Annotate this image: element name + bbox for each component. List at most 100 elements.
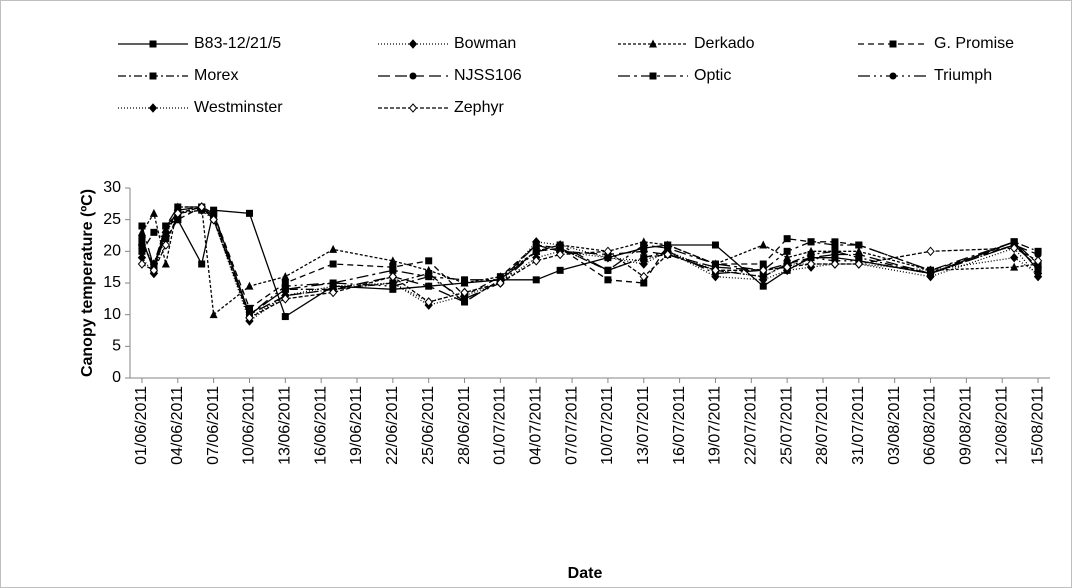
x-tick-label: 19/06/2011 xyxy=(348,386,365,465)
legend-marker xyxy=(409,72,417,80)
legend-label: NJSS106 xyxy=(454,67,522,84)
data-point xyxy=(1009,252,1019,263)
data-point xyxy=(245,281,254,290)
data-point xyxy=(162,235,170,243)
data-point xyxy=(782,262,792,272)
data-point xyxy=(663,249,672,260)
legend-marker xyxy=(649,72,657,80)
data-point xyxy=(245,209,253,217)
x-tick-label: 13/07/2011 xyxy=(635,386,652,465)
data-point xyxy=(1033,256,1043,266)
data-point xyxy=(329,260,337,268)
data-point xyxy=(603,252,613,263)
data-point xyxy=(425,273,433,281)
data-point xyxy=(1033,271,1043,282)
data-point xyxy=(759,260,767,268)
legend-label: Optic xyxy=(694,67,731,84)
data-point xyxy=(460,287,469,298)
y-tick-label: 0 xyxy=(112,369,121,386)
data-point xyxy=(389,266,397,274)
data-point xyxy=(807,254,815,262)
data-point xyxy=(496,278,505,288)
data-point xyxy=(711,265,720,276)
legend-label: G. Promise xyxy=(934,35,1014,52)
data-point xyxy=(388,278,398,288)
data-point xyxy=(137,259,147,269)
x-tick-label: 25/06/2011 xyxy=(420,386,437,465)
x-tick-label: 03/08/2011 xyxy=(886,386,903,465)
legend-label: Bowman xyxy=(454,35,516,52)
data-point xyxy=(281,313,289,321)
data-point xyxy=(1034,251,1042,258)
data-point xyxy=(783,253,792,262)
legend-marker xyxy=(149,40,157,48)
data-point xyxy=(806,259,816,269)
data-point xyxy=(711,271,720,282)
series-line xyxy=(141,206,1039,319)
data-point xyxy=(759,282,767,290)
legend-marker xyxy=(148,103,158,113)
data-point xyxy=(149,265,159,276)
x-tick-label: 28/07/2011 xyxy=(814,386,831,465)
data-point xyxy=(603,246,613,257)
data-point xyxy=(604,276,612,284)
data-point xyxy=(138,222,146,230)
legend-marker xyxy=(649,39,657,48)
y-tick-label: 5 xyxy=(112,338,121,355)
x-tick-label: 07/07/2011 xyxy=(563,386,580,465)
data-point xyxy=(555,249,565,260)
legend-label: Derkado xyxy=(694,35,755,52)
data-point xyxy=(532,237,541,247)
data-point xyxy=(281,294,290,304)
y-tick-label: 20 xyxy=(103,243,121,260)
x-tick-label: 19/07/2011 xyxy=(707,386,724,465)
legend-marker xyxy=(889,40,897,48)
data-point xyxy=(640,279,648,287)
data-point xyxy=(759,240,768,249)
data-point xyxy=(209,310,218,319)
data-point xyxy=(1009,243,1019,253)
x-tick-label: 28/06/2011 xyxy=(456,386,473,465)
legend-marker xyxy=(889,72,897,80)
data-point xyxy=(1034,263,1042,271)
x-tick-label: 04/07/2011 xyxy=(527,386,544,465)
data-point xyxy=(245,313,254,323)
data-point xyxy=(926,271,935,282)
data-point xyxy=(831,251,839,258)
series-line xyxy=(141,206,1039,316)
y-tick-label: 10 xyxy=(103,306,121,323)
data-point xyxy=(711,260,719,268)
data-point xyxy=(245,304,253,312)
data-point xyxy=(281,282,289,290)
legend-label: Triumph xyxy=(934,67,992,84)
data-point xyxy=(783,247,791,255)
data-point xyxy=(556,266,564,274)
data-point xyxy=(209,214,218,225)
series-line xyxy=(141,209,1039,323)
data-point xyxy=(532,256,541,266)
data-point xyxy=(807,238,815,246)
data-point xyxy=(854,259,863,269)
data-point xyxy=(461,276,469,284)
x-tick-label: 15/08/2011 xyxy=(1029,386,1046,465)
x-tick-label: 01/07/2011 xyxy=(492,386,509,465)
x-tick-label: 16/07/2011 xyxy=(671,386,688,465)
data-point xyxy=(281,272,290,281)
data-point xyxy=(328,287,338,298)
y-tick-label: 15 xyxy=(103,274,121,291)
data-point xyxy=(174,216,182,224)
x-tick-label: 09/08/2011 xyxy=(958,386,975,465)
data-point xyxy=(150,228,158,236)
data-point xyxy=(425,282,433,290)
x-tick-label: 10/07/2011 xyxy=(599,386,616,465)
data-point xyxy=(926,246,935,257)
data-point xyxy=(639,271,648,282)
data-point xyxy=(1010,262,1019,271)
data-point xyxy=(855,251,863,258)
data-point xyxy=(830,259,840,269)
x-tick-label: 12/08/2011 xyxy=(993,386,1010,465)
data-point xyxy=(639,256,648,266)
legend-marker xyxy=(408,39,418,49)
x-tick-label: 13/06/2011 xyxy=(277,386,294,465)
x-tick-label: 10/06/2011 xyxy=(241,386,258,465)
